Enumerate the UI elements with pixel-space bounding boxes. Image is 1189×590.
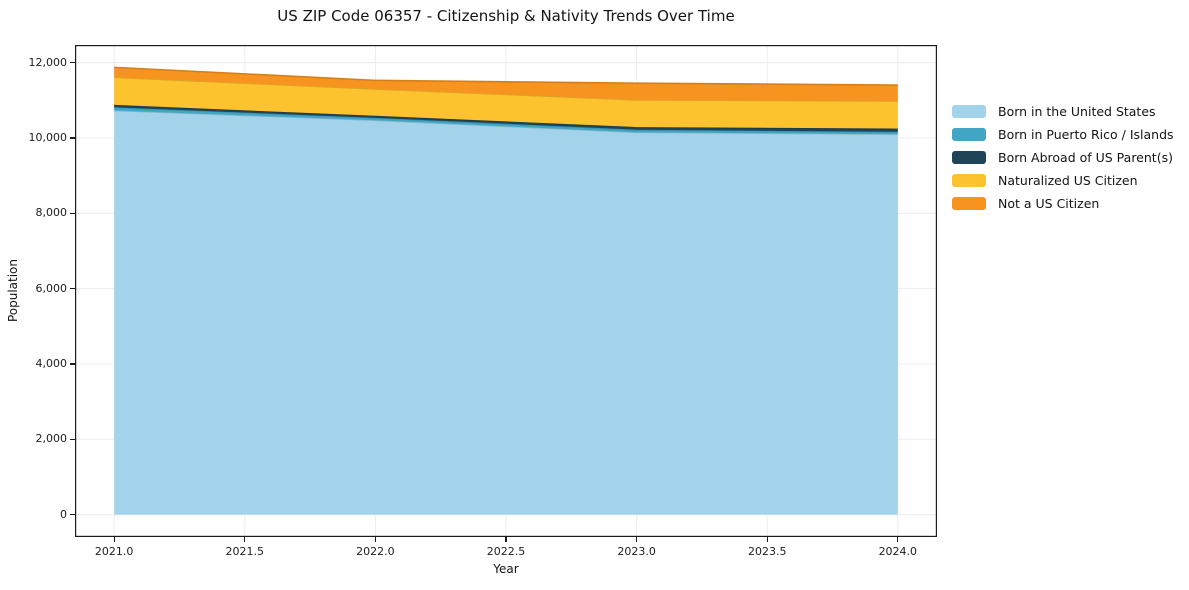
x-tick-mark [244,537,246,542]
area-series-3 [114,77,898,129]
legend-item: Born in Puerto Rico / Islands [952,123,1174,146]
plot-spines [75,45,937,537]
y-tick-mark [70,62,75,64]
area-series-2 [114,104,898,132]
legend-label: Born in the United States [998,104,1156,119]
x-tick-label: 2023.0 [617,545,656,558]
y-tick-label: 4,000 [35,356,68,370]
y-tick-mark [70,137,75,139]
legend-label: Not a US Citizen [998,196,1100,211]
x-tick-mark [505,537,507,542]
y-tick-label: 10,000 [28,130,68,144]
y-tick-mark [70,288,75,290]
y-tick-mark [70,212,75,214]
legend-swatch-series-2 [952,151,986,164]
legend-label: Naturalized US Citizen [998,173,1138,188]
area-series-0 [114,110,898,515]
legend-swatch-series-0 [952,105,986,118]
area-series-4 [114,67,898,102]
y-tick-mark [70,363,75,365]
x-axis-label: Year [493,562,519,576]
x-tick-mark [113,537,115,542]
legend-label: Born Abroad of US Parent(s) [998,150,1173,165]
legend-item: Born Abroad of US Parent(s) [952,146,1174,169]
x-tick-label: 2021.5 [225,545,265,558]
y-tick-label: 0 [60,507,67,521]
x-tick-label: 2022.5 [486,545,526,558]
y-tick-label: 12,000 [28,55,68,69]
legend-item: Not a US Citizen [952,192,1174,215]
legend-item: Born in the United States [952,100,1174,123]
legend-label: Born in Puerto Rico / Islands [998,127,1174,142]
y-tick-label: 8,000 [35,206,68,220]
y-tick-label: 6,000 [35,281,68,295]
y-tick-mark [70,438,75,440]
x-tick-label: 2024.0 [878,545,918,558]
area-edge-series-4 [114,66,898,86]
legend-item: Naturalized US Citizen [952,169,1174,192]
x-tick-mark [374,537,376,542]
y-tick-mark [70,514,75,516]
x-tick-mark [897,537,899,542]
x-tick-mark [766,537,768,542]
x-tick-mark [636,537,638,542]
legend-swatch-series-3 [952,174,986,187]
legend: Born in the United States Born in Puerto … [952,100,1174,215]
legend-swatch-series-4 [952,197,986,210]
x-tick-label: 2023.5 [747,545,787,558]
legend-swatch-series-1 [952,128,986,141]
x-tick-label: 2021.0 [94,545,134,558]
x-tick-label: 2022.0 [356,545,395,558]
chart-title: US ZIP Code 06357 - Citizenship & Nativi… [277,7,735,25]
y-tick-label: 2,000 [35,432,68,446]
plot-area [75,45,937,537]
